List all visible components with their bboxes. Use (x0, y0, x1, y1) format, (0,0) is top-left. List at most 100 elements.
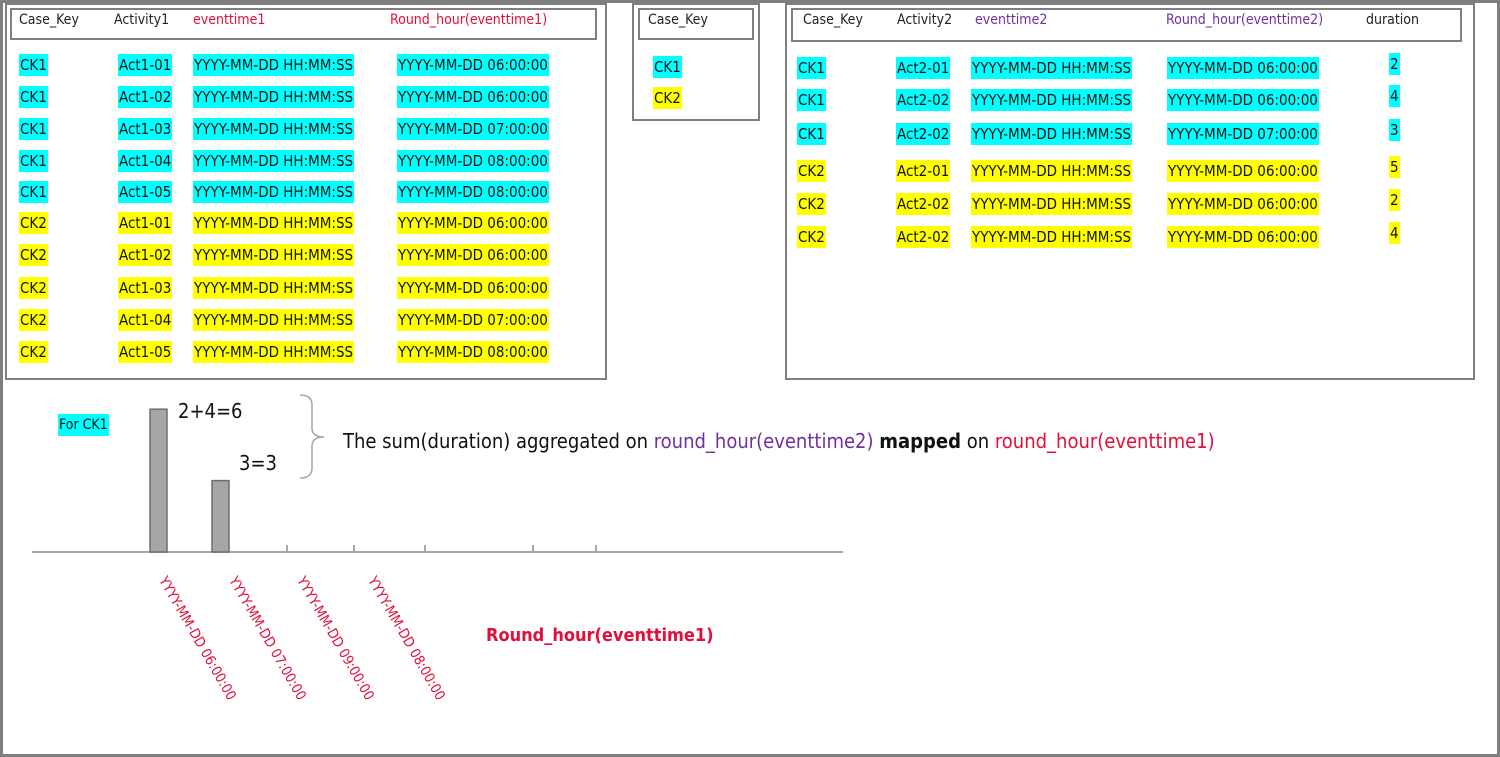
cell: YYYY-MM-DD 08:00:00 (397, 341, 549, 363)
column-header: Round_hour(eventtime2) (1166, 12, 1324, 28)
cell: Act1-05 (118, 181, 173, 203)
cell: YYYY-MM-DD HH:MM:SS (193, 212, 355, 234)
cell: Act1-01 (118, 54, 173, 76)
table-frame (785, 3, 1475, 380)
cell: Act2-01 (896, 57, 951, 79)
note-part: mapped (879, 429, 961, 453)
cell: YYYY-MM-DD 06:00:00 (397, 277, 549, 299)
cell: CK1 (19, 54, 48, 76)
cell: YYYY-MM-DD HH:MM:SS (193, 150, 355, 172)
cell: Act1-03 (118, 277, 173, 299)
cell: CK2 (797, 193, 826, 215)
cell: CK2 (19, 309, 48, 331)
cell: 2 (1389, 189, 1400, 211)
cell: YYYY-MM-DD HH:MM:SS (971, 57, 1133, 79)
cell: CK2 (19, 212, 48, 234)
cell: YYYY-MM-DD 06:00:00 (397, 244, 549, 266)
note-part: round_hour(eventtime2) (653, 429, 874, 453)
column-header: Round_hour(eventtime1) (390, 12, 548, 28)
cell: YYYY-MM-DD 06:00:00 (397, 212, 549, 234)
table-frame (632, 3, 760, 121)
cell: CK2 (19, 341, 48, 363)
cell: YYYY-MM-DD 06:00:00 (397, 54, 549, 76)
note-part: The sum(duration) aggregated on (343, 429, 648, 453)
cell: CK1 (19, 150, 48, 172)
cell: YYYY-MM-DD HH:MM:SS (971, 226, 1133, 248)
cell: YYYY-MM-DD 08:00:00 (397, 181, 549, 203)
cell: Act1-02 (118, 86, 173, 108)
cell: YYYY-MM-DD 06:00:00 (397, 86, 549, 108)
cell: YYYY-MM-DD HH:MM:SS (193, 309, 355, 331)
cell: Act1-02 (118, 244, 173, 266)
cell: YYYY-MM-DD 06:00:00 (1167, 226, 1319, 248)
cell: YYYY-MM-DD HH:MM:SS (193, 244, 355, 266)
cell: Act1-03 (118, 118, 173, 140)
column-header: eventtime2 (975, 12, 1048, 28)
cell: CK2 (797, 160, 826, 182)
cell: YYYY-MM-DD HH:MM:SS (971, 123, 1133, 145)
column-header: duration (1366, 12, 1419, 28)
column-header: Activity2 (897, 12, 953, 28)
cell: Act1-04 (118, 150, 173, 172)
note-part: round_hour(eventtime1) (994, 429, 1215, 453)
cell: 4 (1389, 222, 1400, 244)
cell: Act2-02 (896, 226, 951, 248)
cell: YYYY-MM-DD 08:00:00 (397, 150, 549, 172)
cell: CK1 (19, 118, 48, 140)
cell: CK1 (797, 123, 826, 145)
cell: YYYY-MM-DD 06:00:00 (1167, 193, 1319, 215)
cell: Act2-02 (896, 123, 951, 145)
cell: Act1-05 (118, 341, 173, 363)
cell: YYYY-MM-DD 06:00:00 (1167, 160, 1319, 182)
brace (299, 394, 325, 479)
chart-label: For CK1 (58, 414, 109, 436)
cell: YYYY-MM-DD 06:00:00 (1167, 57, 1319, 79)
cell: YYYY-MM-DD 07:00:00 (397, 118, 549, 140)
cell: Act2-01 (896, 160, 951, 182)
cell: CK2 (19, 277, 48, 299)
bar (149, 408, 168, 553)
cell: YYYY-MM-DD HH:MM:SS (193, 86, 355, 108)
cell: YYYY-MM-DD HH:MM:SS (193, 341, 355, 363)
cell: 4 (1389, 85, 1400, 107)
cell: YYYY-MM-DD HH:MM:SS (193, 181, 355, 203)
cell: 5 (1389, 156, 1400, 178)
cell: YYYY-MM-DD HH:MM:SS (193, 118, 355, 140)
cell: CK1 (797, 89, 826, 111)
header-frame (791, 8, 1462, 42)
cell: YYYY-MM-DD 07:00:00 (397, 309, 549, 331)
bar (211, 479, 230, 553)
cell: YYYY-MM-DD HH:MM:SS (971, 193, 1133, 215)
bar-annotation: 3=3 (239, 451, 277, 475)
cell: YYYY-MM-DD HH:MM:SS (193, 54, 355, 76)
cell: CK2 (653, 87, 682, 109)
cell: YYYY-MM-DD 07:00:00 (1167, 123, 1319, 145)
table-frame (5, 3, 607, 380)
cell: CK1 (653, 56, 682, 78)
column-header: Case_Key (19, 12, 79, 28)
cell: CK1 (19, 181, 48, 203)
cell: 3 (1389, 119, 1400, 141)
note-part: on (966, 429, 990, 453)
column-header: Activity1 (114, 12, 170, 28)
column-header: Case_Key (648, 12, 708, 28)
x-axis-title: Round_hour(eventtime1) (486, 625, 714, 646)
cell: Act1-01 (118, 212, 173, 234)
bar-annotation: 2+4=6 (178, 399, 243, 423)
cell: Act2-02 (896, 89, 951, 111)
cell: 2 (1389, 53, 1400, 75)
header-frame (638, 8, 754, 40)
cell: YYYY-MM-DD HH:MM:SS (971, 160, 1133, 182)
cell: CK1 (797, 57, 826, 79)
cell: Act2-02 (896, 193, 951, 215)
cell: YYYY-MM-DD 06:00:00 (1167, 89, 1319, 111)
column-header: Case_Key (803, 12, 863, 28)
cell: Act1-04 (118, 309, 173, 331)
cell: YYYY-MM-DD HH:MM:SS (193, 277, 355, 299)
header-frame (10, 8, 597, 40)
cell: YYYY-MM-DD HH:MM:SS (971, 89, 1133, 111)
column-header: eventtime1 (193, 12, 266, 28)
cell: CK1 (19, 86, 48, 108)
